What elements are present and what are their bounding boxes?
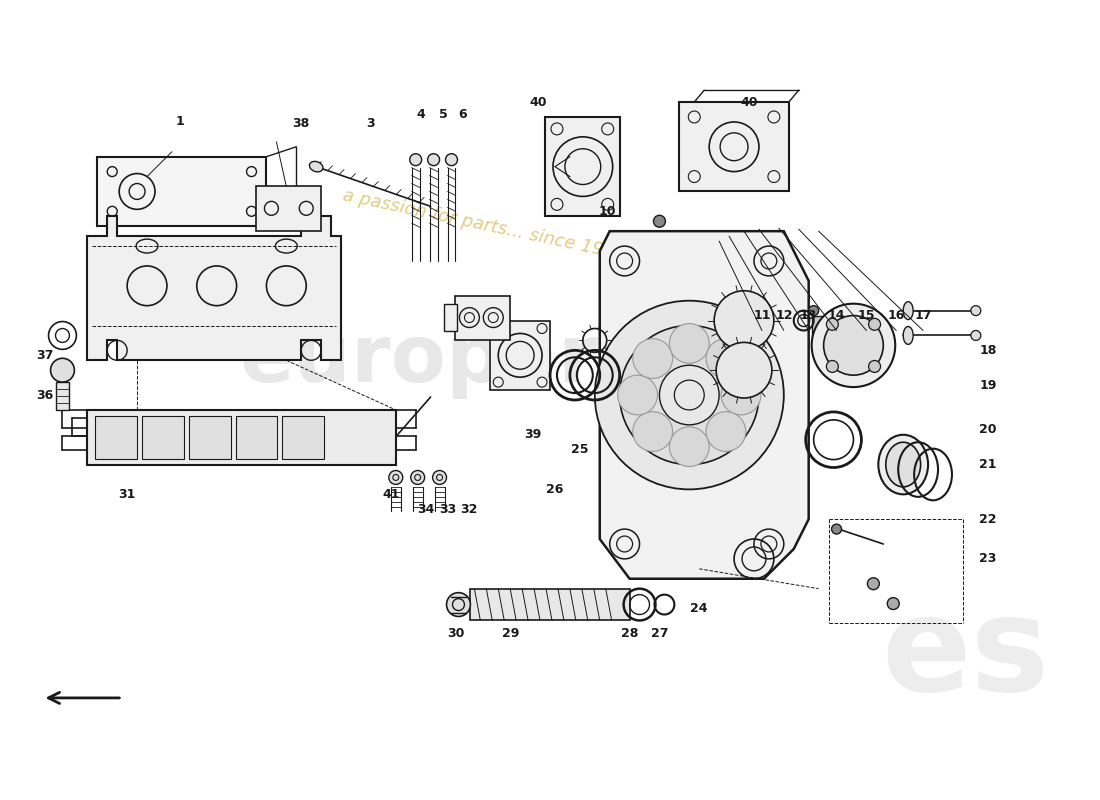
Circle shape bbox=[714, 290, 774, 350]
Circle shape bbox=[670, 323, 710, 363]
Text: 25: 25 bbox=[571, 443, 588, 456]
Circle shape bbox=[888, 598, 899, 610]
Bar bbox=[443, 304, 458, 331]
Bar bbox=[142, 416, 184, 458]
Text: 39: 39 bbox=[525, 428, 541, 442]
Circle shape bbox=[826, 318, 838, 330]
Text: 36: 36 bbox=[36, 389, 53, 402]
Circle shape bbox=[670, 427, 710, 466]
Circle shape bbox=[868, 578, 879, 590]
Text: 18: 18 bbox=[979, 344, 997, 357]
Circle shape bbox=[432, 470, 447, 485]
Text: 41: 41 bbox=[382, 488, 399, 501]
Circle shape bbox=[832, 524, 842, 534]
Circle shape bbox=[595, 301, 784, 490]
Bar bbox=[491, 321, 550, 390]
Text: es: es bbox=[882, 590, 1050, 718]
Text: 12: 12 bbox=[776, 309, 793, 322]
Circle shape bbox=[618, 375, 658, 415]
Bar bbox=[189, 416, 231, 458]
Circle shape bbox=[659, 366, 719, 425]
Circle shape bbox=[388, 470, 403, 485]
Ellipse shape bbox=[878, 434, 928, 494]
Text: 26: 26 bbox=[547, 483, 563, 496]
Text: a passion for parts... since 1985: a passion for parts... since 1985 bbox=[341, 186, 628, 264]
Circle shape bbox=[428, 154, 440, 166]
Bar bbox=[471, 589, 629, 621]
Text: 37: 37 bbox=[36, 349, 53, 362]
Bar bbox=[96, 416, 138, 458]
Text: 40: 40 bbox=[529, 95, 547, 109]
Text: 40: 40 bbox=[740, 95, 758, 109]
Circle shape bbox=[722, 375, 761, 415]
Bar bbox=[235, 416, 277, 458]
Text: 22: 22 bbox=[979, 513, 997, 526]
Text: 13: 13 bbox=[800, 309, 817, 322]
Circle shape bbox=[619, 326, 759, 465]
Text: 19: 19 bbox=[979, 378, 997, 392]
Polygon shape bbox=[87, 216, 341, 360]
Circle shape bbox=[410, 470, 425, 485]
Text: 33: 33 bbox=[439, 502, 456, 516]
Circle shape bbox=[446, 154, 458, 166]
Text: 30: 30 bbox=[447, 627, 464, 640]
Bar bbox=[283, 416, 324, 458]
Circle shape bbox=[824, 315, 883, 375]
Text: 1: 1 bbox=[176, 115, 185, 129]
Text: 4: 4 bbox=[416, 109, 425, 122]
Circle shape bbox=[51, 358, 75, 382]
Circle shape bbox=[869, 318, 880, 330]
Text: 28: 28 bbox=[620, 627, 638, 640]
Text: 5: 5 bbox=[439, 109, 448, 122]
Text: europarts: europarts bbox=[240, 322, 685, 399]
Circle shape bbox=[971, 330, 981, 341]
Text: 23: 23 bbox=[979, 552, 997, 566]
Text: 34: 34 bbox=[417, 502, 434, 516]
Text: 11: 11 bbox=[754, 309, 771, 322]
Text: 3: 3 bbox=[366, 118, 375, 130]
Text: 10: 10 bbox=[600, 205, 616, 218]
Circle shape bbox=[409, 154, 421, 166]
Text: 27: 27 bbox=[651, 627, 668, 640]
Circle shape bbox=[826, 361, 838, 373]
Circle shape bbox=[447, 593, 471, 617]
Text: 29: 29 bbox=[502, 627, 519, 640]
Bar bbox=[87, 410, 396, 465]
Bar bbox=[256, 186, 321, 231]
Text: 15: 15 bbox=[858, 309, 876, 322]
Bar bbox=[455, 296, 510, 341]
Circle shape bbox=[869, 361, 880, 373]
Text: 20: 20 bbox=[979, 423, 997, 436]
Circle shape bbox=[716, 342, 772, 398]
Circle shape bbox=[653, 215, 666, 227]
Circle shape bbox=[812, 304, 895, 387]
Text: 24: 24 bbox=[691, 602, 708, 615]
Text: 21: 21 bbox=[979, 458, 997, 471]
Bar bbox=[55, 382, 69, 410]
Circle shape bbox=[632, 412, 672, 451]
Bar bbox=[812, 315, 826, 341]
Text: 16: 16 bbox=[888, 309, 905, 322]
Text: 31: 31 bbox=[119, 488, 135, 501]
Circle shape bbox=[706, 338, 746, 378]
Bar bbox=[97, 157, 266, 226]
Circle shape bbox=[706, 412, 746, 451]
Circle shape bbox=[632, 338, 672, 378]
Ellipse shape bbox=[903, 326, 913, 344]
Text: 32: 32 bbox=[460, 502, 477, 516]
Circle shape bbox=[808, 306, 818, 315]
Polygon shape bbox=[600, 231, 808, 578]
Ellipse shape bbox=[886, 442, 921, 487]
Text: 6: 6 bbox=[458, 109, 466, 122]
Text: 14: 14 bbox=[828, 309, 845, 322]
Text: 17: 17 bbox=[914, 309, 932, 322]
Ellipse shape bbox=[903, 302, 913, 319]
Bar bbox=[680, 102, 789, 191]
Ellipse shape bbox=[309, 162, 323, 172]
Text: 38: 38 bbox=[293, 118, 310, 130]
Bar bbox=[544, 117, 619, 216]
Circle shape bbox=[971, 306, 981, 315]
